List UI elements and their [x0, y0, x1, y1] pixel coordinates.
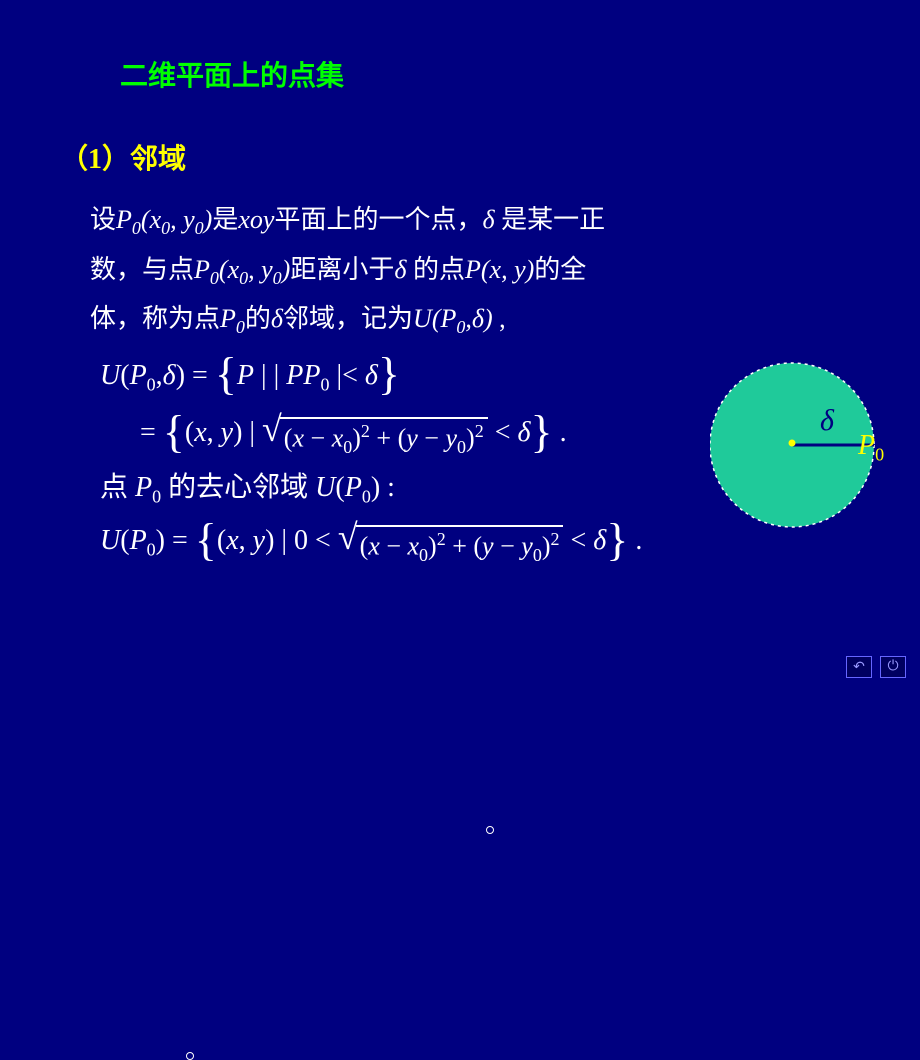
- var-P0: P0: [116, 205, 141, 234]
- text: 是某一正: [495, 205, 606, 234]
- var-P0: P0: [194, 255, 219, 284]
- text: 体，称为点: [90, 304, 220, 333]
- coords: (x0, y0): [141, 205, 212, 234]
- ring-accent-icon: [186, 1052, 194, 1060]
- nav-home-button[interactable]: ⏻: [880, 656, 906, 678]
- nav-controls: ↶ ⏻: [846, 656, 906, 678]
- var-delta: δ: [394, 255, 406, 284]
- var-Pxy: P(x, y): [465, 255, 534, 284]
- ring-accent-icon: [486, 826, 494, 834]
- var-delta: δ: [271, 304, 283, 333]
- text: 是: [212, 205, 238, 234]
- var-xoy: xoy: [238, 205, 274, 234]
- nav-back-button[interactable]: ↶: [846, 656, 872, 678]
- text: 的点: [406, 255, 465, 284]
- circle-svg: δ: [710, 360, 880, 530]
- delta-label: δ: [820, 404, 835, 437]
- text: ,: [493, 304, 506, 333]
- sqrt-expression: √ (x − x0)2 + (y − y0)2: [262, 417, 488, 458]
- p0-label: P0: [858, 430, 884, 466]
- var-delta: δ: [482, 205, 494, 234]
- section-heading: （1）邻域: [60, 133, 860, 186]
- var-P0: P0: [220, 304, 245, 333]
- text: 的: [245, 304, 271, 333]
- text: 邻域，记为: [283, 304, 413, 333]
- text: 距离小于: [290, 255, 394, 284]
- neighborhood-diagram: δ P0: [710, 360, 880, 530]
- text: 的全: [534, 255, 586, 284]
- sqrt-expression: √ (x − x0)2 + (y − y0)2: [338, 525, 564, 566]
- text: 数，与点: [90, 255, 194, 284]
- text: 平面上的一个点，: [274, 205, 482, 234]
- slide-title: 二维平面上的点集: [120, 50, 860, 103]
- notation-U: U(P0,δ): [413, 304, 493, 333]
- coords: (x0, y0): [219, 255, 290, 284]
- center-point: [789, 440, 796, 447]
- definition-paragraph: 设P0(x0, y0)是xoy平面上的一个点，δ 是某一正 数，与点P0(x0,…: [90, 196, 860, 344]
- text: 设: [90, 205, 116, 234]
